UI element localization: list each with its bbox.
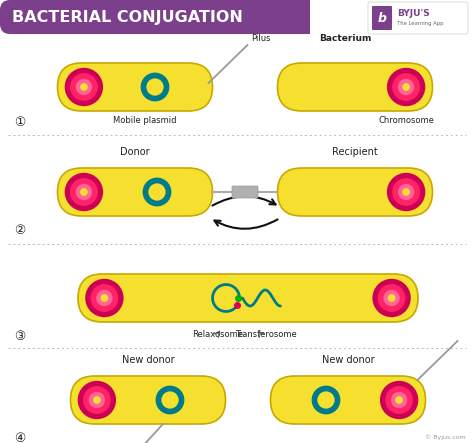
Circle shape	[373, 279, 411, 317]
Text: ③: ③	[14, 330, 26, 343]
FancyBboxPatch shape	[57, 63, 212, 111]
Text: Donor: Donor	[120, 147, 150, 157]
Circle shape	[385, 386, 413, 414]
Circle shape	[402, 83, 410, 91]
Text: b: b	[377, 12, 386, 24]
Circle shape	[141, 73, 169, 101]
Text: New donor: New donor	[122, 355, 174, 365]
FancyBboxPatch shape	[232, 186, 258, 198]
Circle shape	[146, 78, 164, 96]
Circle shape	[100, 294, 108, 302]
Circle shape	[378, 284, 406, 312]
Circle shape	[392, 178, 420, 206]
Circle shape	[64, 173, 103, 211]
Circle shape	[383, 290, 400, 306]
Circle shape	[143, 178, 172, 206]
Circle shape	[76, 184, 92, 200]
Circle shape	[387, 173, 425, 211]
Text: © Byjus.com: © Byjus.com	[425, 434, 466, 440]
Circle shape	[311, 385, 340, 414]
Circle shape	[85, 279, 124, 317]
FancyBboxPatch shape	[71, 376, 226, 424]
Text: Pilus: Pilus	[252, 34, 271, 43]
Circle shape	[70, 73, 98, 101]
Text: Relaxosome: Relaxosome	[192, 330, 244, 339]
Circle shape	[64, 68, 103, 106]
Text: The Learning App: The Learning App	[397, 20, 444, 26]
Circle shape	[388, 294, 395, 302]
Circle shape	[395, 396, 403, 404]
Text: ①: ①	[14, 116, 26, 129]
FancyBboxPatch shape	[0, 0, 310, 34]
Circle shape	[83, 386, 111, 414]
FancyBboxPatch shape	[372, 6, 392, 30]
Circle shape	[398, 184, 414, 200]
FancyBboxPatch shape	[78, 274, 418, 322]
Circle shape	[76, 79, 92, 95]
FancyBboxPatch shape	[368, 2, 468, 34]
Text: ④: ④	[14, 432, 26, 443]
Circle shape	[80, 188, 88, 196]
Text: ②: ②	[14, 224, 26, 237]
Circle shape	[148, 183, 165, 201]
Circle shape	[93, 396, 101, 404]
Circle shape	[96, 290, 112, 306]
Circle shape	[392, 73, 420, 101]
FancyBboxPatch shape	[277, 168, 432, 216]
Text: New donor: New donor	[322, 355, 374, 365]
Circle shape	[78, 381, 116, 419]
Circle shape	[391, 392, 407, 408]
Circle shape	[89, 392, 105, 408]
Text: BYJU'S: BYJU'S	[397, 8, 430, 18]
Text: Chromosome: Chromosome	[378, 116, 434, 125]
Text: Mobile plasmid: Mobile plasmid	[113, 116, 177, 125]
Circle shape	[161, 391, 179, 408]
Bar	[10, 0, 310, 34]
Circle shape	[80, 83, 88, 91]
Circle shape	[398, 79, 414, 95]
Circle shape	[155, 385, 184, 414]
Text: Recipient: Recipient	[332, 147, 378, 157]
FancyBboxPatch shape	[57, 168, 212, 216]
Circle shape	[402, 188, 410, 196]
Circle shape	[380, 381, 418, 419]
Circle shape	[318, 391, 335, 408]
Circle shape	[91, 284, 118, 312]
FancyBboxPatch shape	[271, 376, 426, 424]
Circle shape	[70, 178, 98, 206]
Text: Bacterium: Bacterium	[319, 34, 371, 43]
Circle shape	[387, 68, 425, 106]
FancyBboxPatch shape	[277, 63, 432, 111]
Text: Transferosome: Transferosome	[235, 330, 297, 339]
Text: BACTERIAL CONJUGATION: BACTERIAL CONJUGATION	[12, 9, 243, 24]
